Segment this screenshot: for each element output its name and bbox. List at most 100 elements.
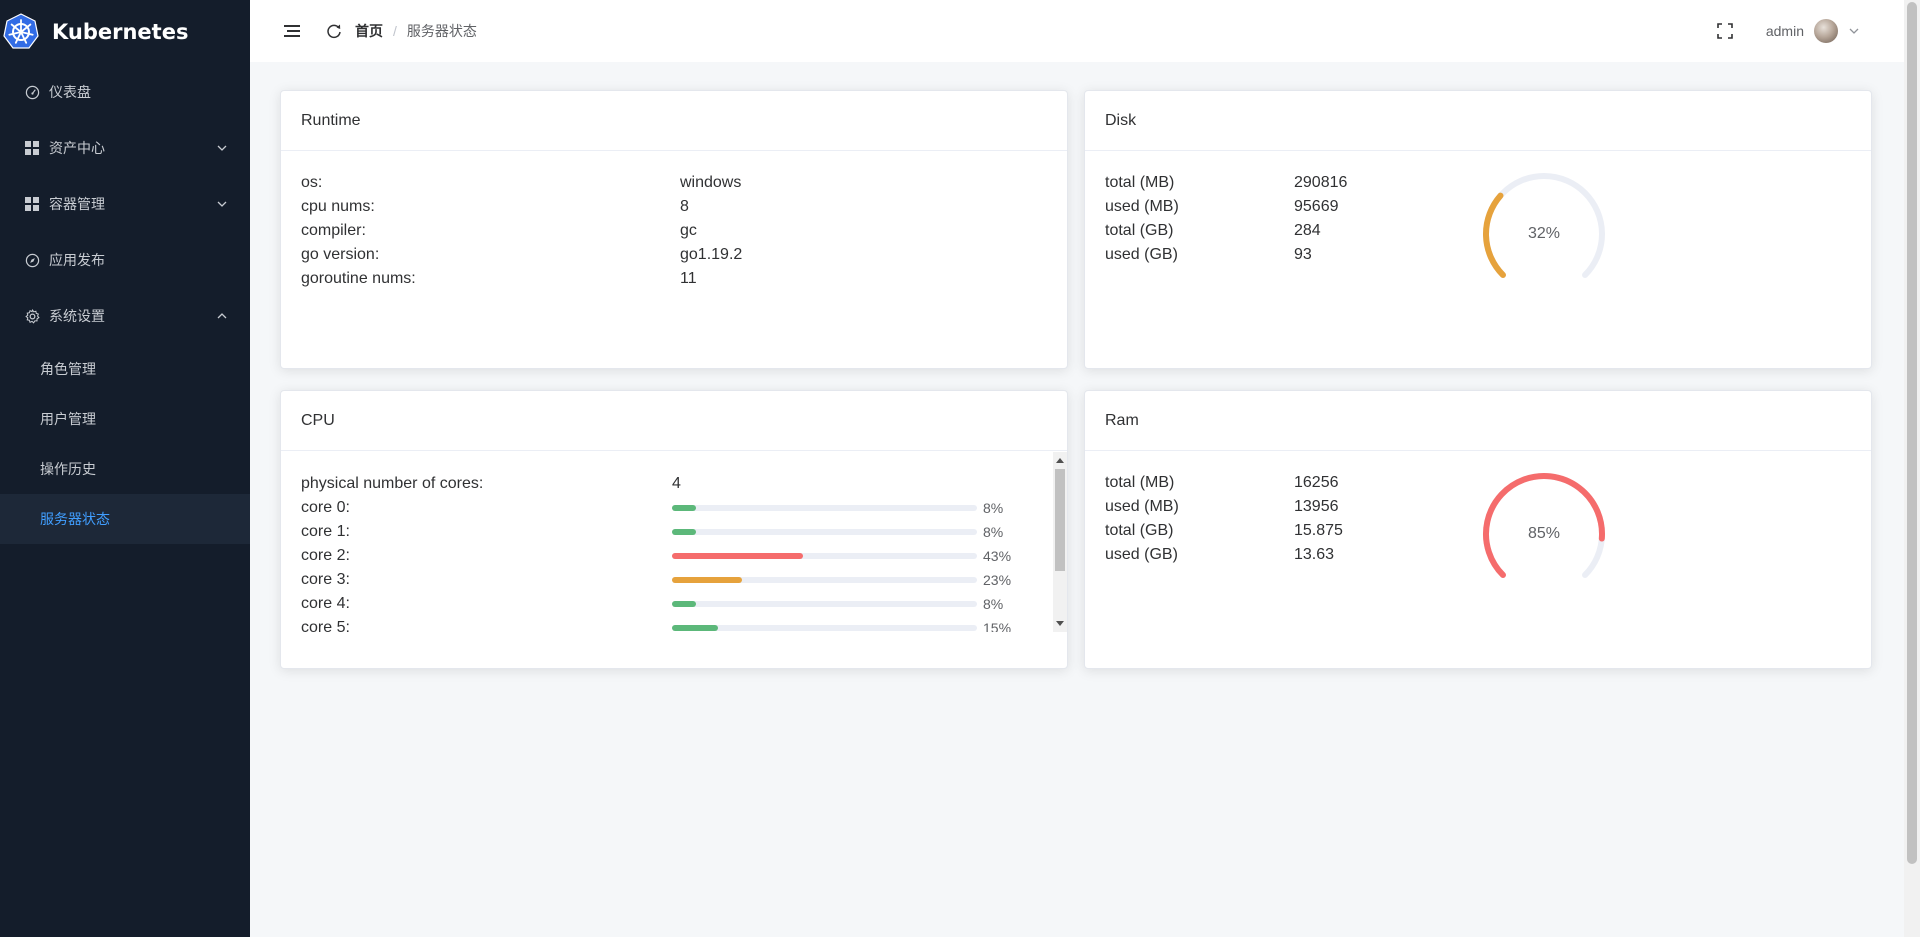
progress-percent: 8% <box>983 500 1004 516</box>
ram-gauge-arc <box>1483 473 1605 579</box>
scrollbar-thumb[interactable] <box>1055 469 1065 571</box>
sidebar-item-history[interactable]: 操作历史 <box>40 461 96 477</box>
runtime-row: compiler: gc <box>301 219 1047 243</box>
system-settings-submenu: 角色管理 用户管理 操作历史 服务器状态 <box>0 344 250 544</box>
cpu-card: CPU physical number of cores: 4 core 0: … <box>280 390 1068 669</box>
breadcrumb-home[interactable]: 首页 <box>355 23 383 39</box>
progress-track <box>672 529 977 535</box>
progress-percent: 8% <box>983 524 1004 540</box>
progress-track <box>672 553 977 559</box>
sidebar-item-dashboard[interactable]: 仪表盘 <box>0 64 250 120</box>
cpu-cores-label: physical number of cores: <box>301 475 484 492</box>
sidebar-item-roles[interactable]: 角色管理 <box>40 361 96 377</box>
cpu-scrollbar[interactable] <box>1053 452 1067 632</box>
refresh-icon[interactable] <box>325 22 343 40</box>
disk-gauge-label: 32% <box>1527 225 1561 242</box>
sidebar-item-app-release[interactable]: 应用发布 <box>0 232 250 288</box>
runtime-value: go1.19.2 <box>680 246 743 263</box>
ram-row: total (MB) 16256 <box>1105 471 1851 495</box>
disk-row: total (GB) 284 <box>1105 219 1851 243</box>
ram-value: 13.63 <box>1294 546 1335 563</box>
brand-title: Kubernetes <box>52 20 189 44</box>
progress-fill <box>672 505 697 511</box>
disk-row: total (MB) 290816 <box>1105 171 1851 195</box>
scroll-up-icon[interactable] <box>1056 458 1064 463</box>
runtime-value: gc <box>680 222 697 239</box>
grid-icon <box>24 140 40 156</box>
ram-gauge-label: 85% <box>1527 525 1561 542</box>
sidebar: Kubernetes 仪表盘 资产中心 容器管理 应用发 <box>0 0 250 937</box>
user-name[interactable]: admin <box>1765 23 1804 39</box>
progress-percent: 15% <box>983 620 1012 632</box>
disk-row: used (GB) 93 <box>1105 243 1851 267</box>
sidebar-item-label: 容器管理 <box>49 196 105 212</box>
cpu-core-row: core 3: 23% <box>301 568 1047 592</box>
cpu-core-row: core 4: 8% <box>301 592 1047 616</box>
hamburger-menu-icon[interactable] <box>283 22 301 40</box>
disk-key: total (MB) <box>1105 174 1175 191</box>
progress-percent: 8% <box>983 596 1004 612</box>
sidebar-item-assets[interactable]: 资产中心 <box>0 120 250 176</box>
header-right: admin <box>1716 0 1904 62</box>
ram-row: used (MB) 13956 <box>1105 495 1851 519</box>
disk-key: used (GB) <box>1105 246 1178 263</box>
progress-fill <box>672 601 697 607</box>
runtime-key: goroutine nums: <box>301 270 416 287</box>
disk-value: 284 <box>1294 222 1321 239</box>
ram-gauge: 85% <box>1481 471 1607 597</box>
runtime-row: cpu nums: 8 <box>301 195 1047 219</box>
ram-card: Ram total (MB) 16256 used (MB) 13956 tot… <box>1084 390 1872 669</box>
breadcrumb: 首页 / 服务器状态 <box>355 21 477 41</box>
grid-icon <box>24 196 40 212</box>
sidebar-menu: 仪表盘 资产中心 容器管理 应用发布 系统设置 <box>0 64 250 544</box>
runtime-card: Runtime os: windows cpu nums: 8 compiler… <box>280 90 1068 369</box>
sidebar-item-system-settings[interactable]: 系统设置 <box>0 288 250 344</box>
runtime-key: os: <box>301 174 323 191</box>
runtime-value: 8 <box>680 198 689 215</box>
ram-key: used (MB) <box>1105 498 1179 515</box>
sidebar-item-server-status[interactable]: 服务器状态 <box>0 494 250 544</box>
ram-value: 13956 <box>1294 498 1339 515</box>
fullscreen-icon[interactable] <box>1716 22 1734 40</box>
disk-key: used (MB) <box>1105 198 1179 215</box>
runtime-row: go version: go1.19.2 <box>301 243 1047 267</box>
sidebar-item-label: 仪表盘 <box>49 84 91 100</box>
gear-icon <box>24 308 40 324</box>
sidebar-item-containers[interactable]: 容器管理 <box>0 176 250 232</box>
runtime-key: compiler: <box>301 222 366 239</box>
cpu-core-label: core 5: <box>301 619 350 632</box>
progress-track <box>672 625 977 631</box>
page-scrollbar[interactable] <box>1904 0 1920 937</box>
avatar[interactable] <box>1814 19 1838 43</box>
runtime-row: goroutine nums: 11 <box>301 267 1047 291</box>
compass-icon <box>24 252 40 268</box>
ram-value: 15.875 <box>1294 522 1343 539</box>
sidebar-item-label: 系统设置 <box>49 308 105 324</box>
cpu-core-row: core 5: 15% <box>301 616 1047 632</box>
progress-track <box>672 601 977 607</box>
runtime-value: 11 <box>680 270 697 287</box>
chevron-down-icon[interactable] <box>1848 25 1860 37</box>
top-header: 首页 / 服务器状态 admin <box>250 0 1904 62</box>
runtime-body: os: windows cpu nums: 8 compiler: gc go … <box>281 151 1067 311</box>
scroll-down-icon[interactable] <box>1056 621 1064 626</box>
cpu-core-row: core 0: 8% <box>301 496 1047 520</box>
cpu-scroll-area[interactable]: physical number of cores: 4 core 0: 8% c… <box>281 452 1067 632</box>
runtime-value: windows <box>680 174 742 191</box>
disk-card: Disk total (MB) 290816 used (MB) 95669 t… <box>1084 90 1872 369</box>
disk-gauge-arc <box>1483 192 1506 279</box>
card-title: Ram <box>1085 391 1871 451</box>
runtime-key: cpu nums: <box>301 198 375 215</box>
cpu-core-label: core 2: <box>301 547 350 564</box>
disk-key: total (GB) <box>1105 222 1174 239</box>
brand[interactable]: Kubernetes <box>0 0 250 64</box>
sidebar-item-label: 资产中心 <box>49 140 105 156</box>
card-title: Disk <box>1085 91 1871 151</box>
ram-key: total (MB) <box>1105 474 1175 491</box>
runtime-key: go version: <box>301 246 380 263</box>
cpu-core-label: core 4: <box>301 595 350 612</box>
ram-value: 16256 <box>1294 474 1339 491</box>
sidebar-item-users[interactable]: 用户管理 <box>40 411 96 427</box>
chevron-down-icon <box>217 145 227 151</box>
scrollbar-thumb[interactable] <box>1907 2 1917 864</box>
